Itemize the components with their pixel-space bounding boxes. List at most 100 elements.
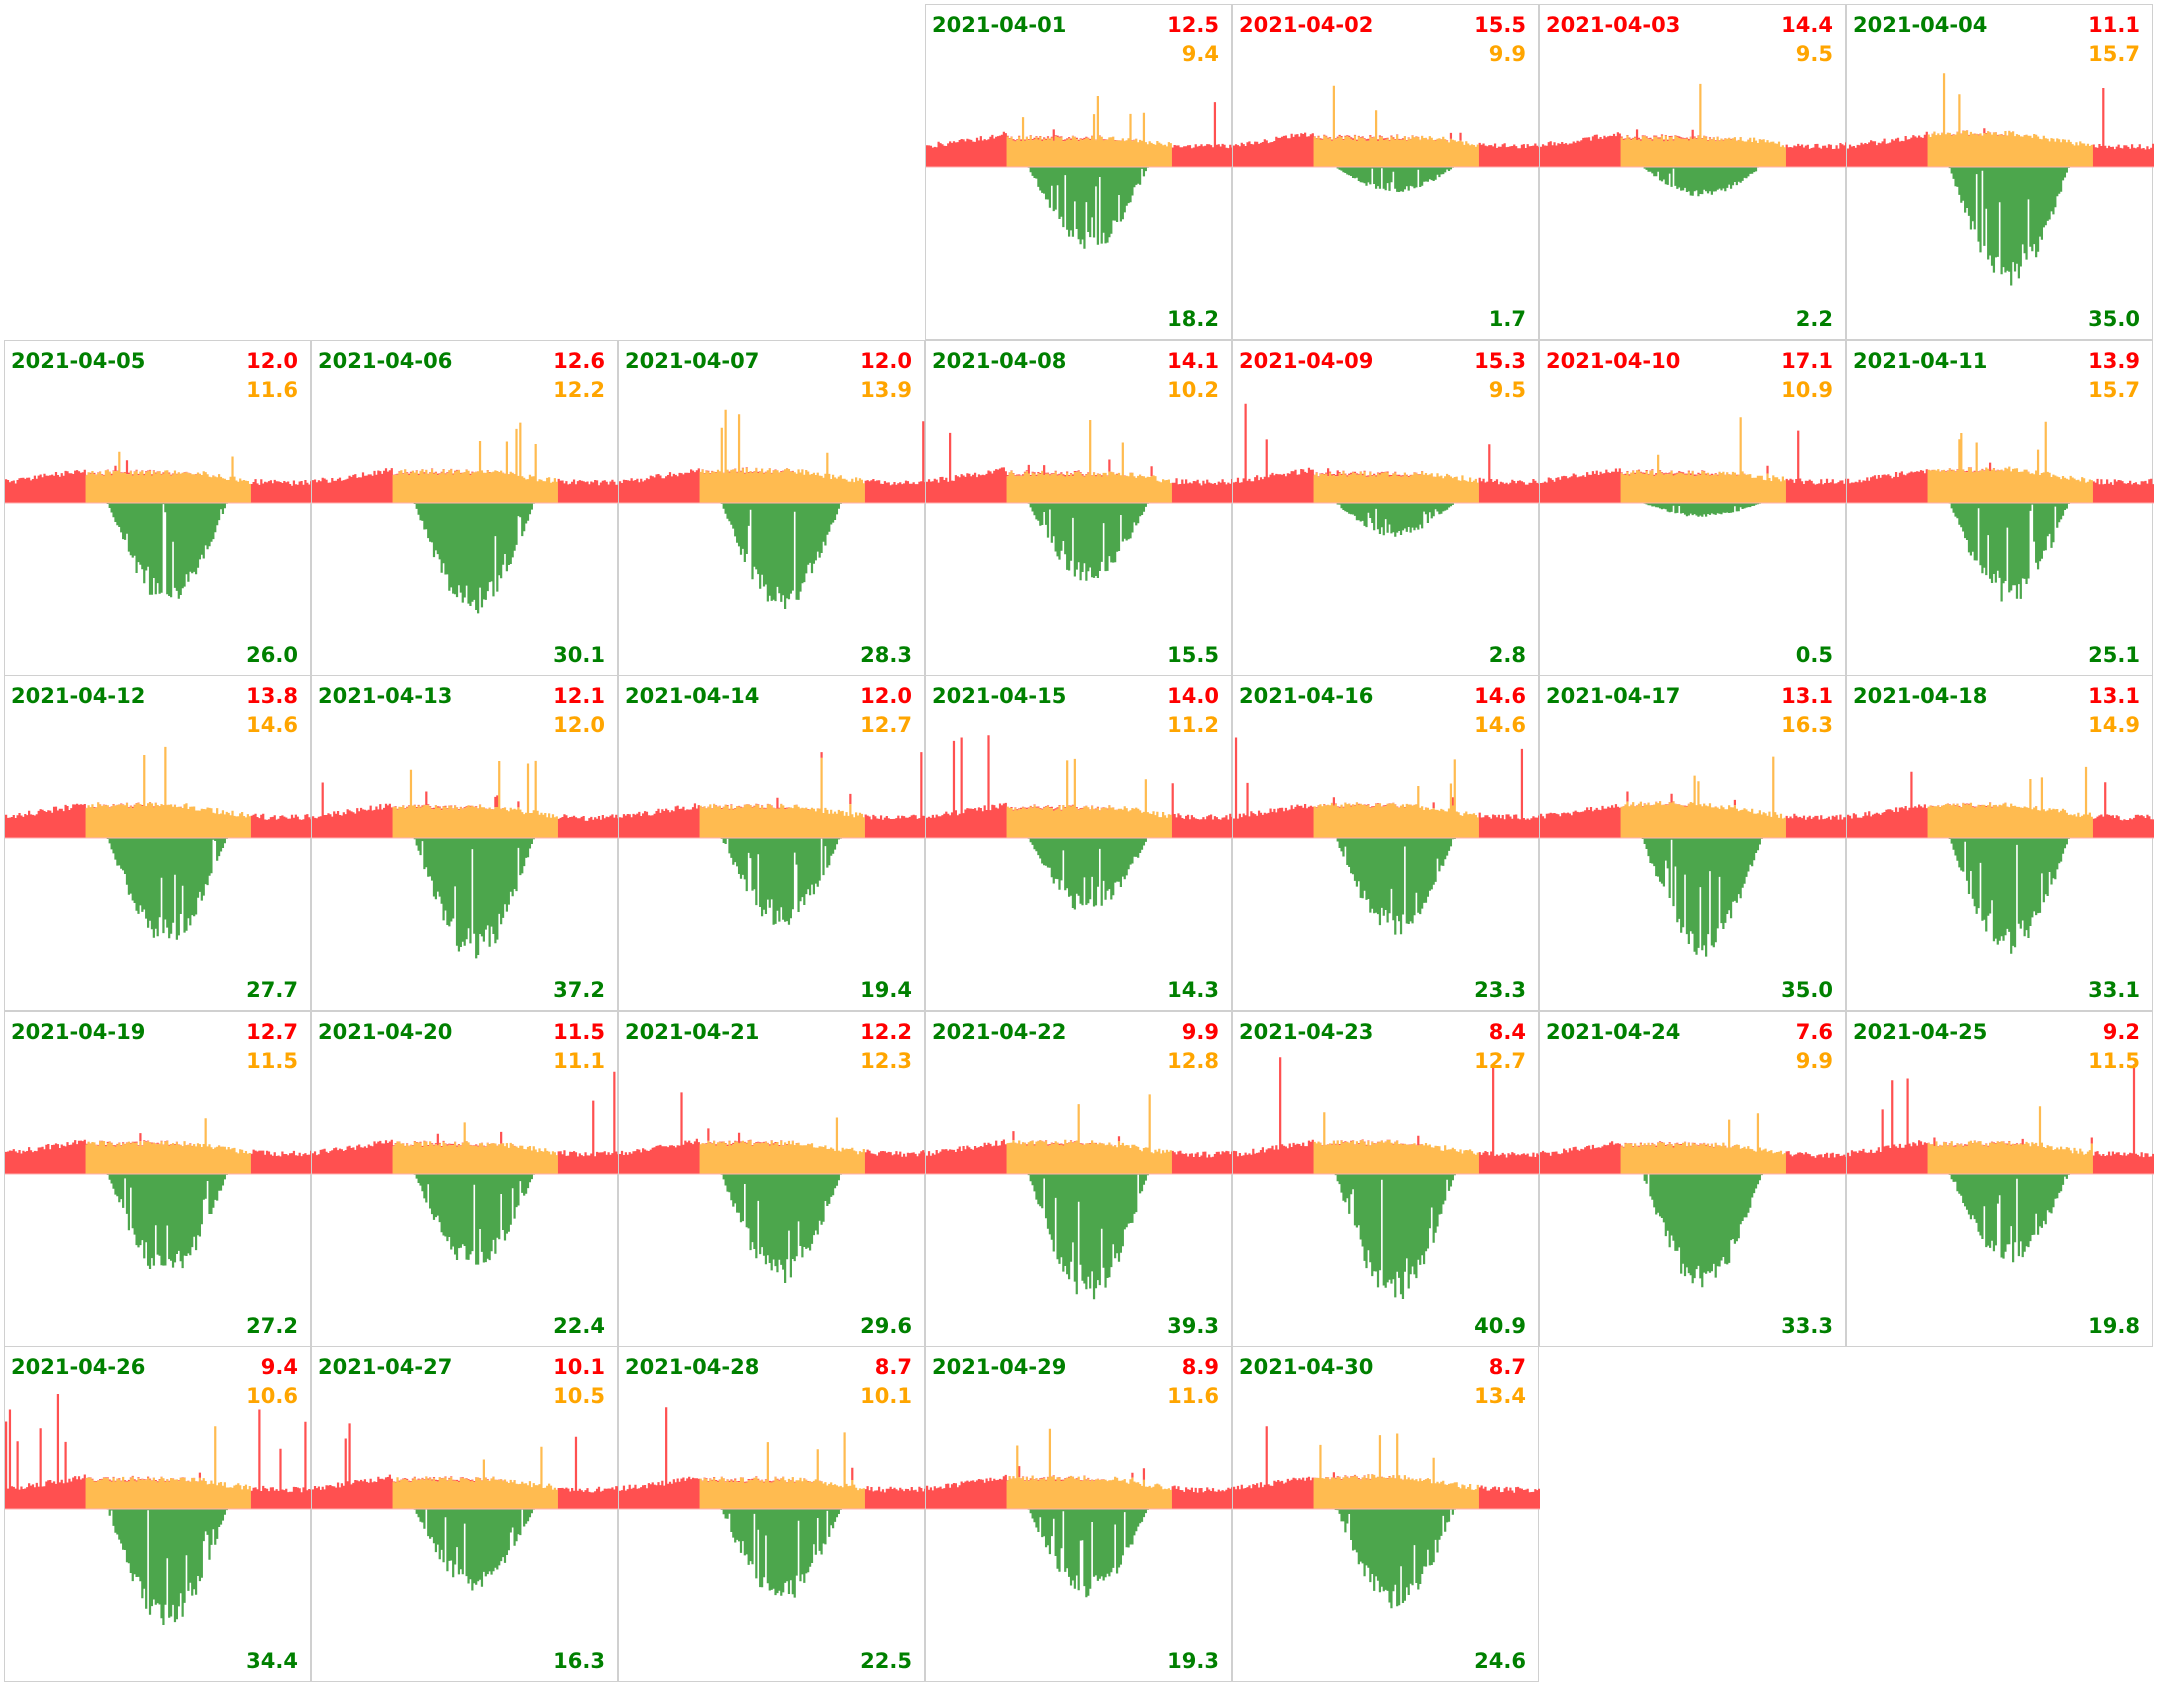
- import-total: 15.5: [1474, 13, 1526, 37]
- day-date-label: 2021-04-12: [11, 684, 146, 709]
- export-total: 39.3: [1167, 1313, 1219, 1338]
- export-total: 18.2: [1167, 307, 1219, 331]
- self-consumption-area: [392, 761, 558, 839]
- self-consumption-total: 14.6: [1474, 713, 1526, 738]
- import-total: 12.5: [1167, 13, 1219, 37]
- export-total: 19.4: [860, 978, 912, 1003]
- day-date-label: 2021-04-06: [318, 348, 453, 373]
- day-chart: [926, 419, 1233, 581]
- day-chart: [926, 735, 1233, 910]
- day-date-label: 2021-04-19: [11, 1019, 146, 1044]
- self-consumption-area: [1620, 1113, 1786, 1174]
- import-total: 13.8: [246, 684, 298, 709]
- export-area: [106, 1509, 228, 1626]
- day-chart: [1233, 1057, 1540, 1299]
- export-area: [720, 1509, 842, 1598]
- import-total: 10.1: [553, 1355, 605, 1380]
- day-cell: 2021-04-13 12.1 12.0 37.2: [311, 675, 619, 1012]
- export-total: 33.3: [1781, 1313, 1833, 1338]
- import-total: 12.0: [860, 684, 912, 709]
- day-cell: 2021-04-25 9.2 11.5 19.8: [1846, 1010, 2154, 1347]
- export-total: 23.3: [1474, 978, 1526, 1003]
- day-cell: 2021-04-01 12.5 9.4 18.2: [925, 4, 1233, 340]
- export-area: [1643, 502, 1761, 517]
- import-total: 15.3: [1474, 348, 1526, 373]
- day-date-label: 2021-04-22: [932, 1019, 1067, 1044]
- day-chart: [1233, 1426, 1540, 1609]
- export-area: [1948, 166, 2070, 286]
- day-cell: 2021-04-10 17.1 10.9 0.5: [1539, 339, 1847, 676]
- export-area: [106, 838, 228, 940]
- day-date-label: 2021-04-28: [625, 1355, 760, 1380]
- export-total: 22.5: [860, 1649, 912, 1674]
- day-date-label: 2021-04-07: [625, 348, 760, 373]
- day-chart: [1233, 85, 1540, 192]
- day-date-label: 2021-04-29: [932, 1355, 1067, 1380]
- self-consumption-area: [1927, 1105, 2093, 1174]
- day-chart: [619, 409, 926, 609]
- export-area: [413, 838, 535, 959]
- day-chart: [619, 1092, 926, 1283]
- import-area: [926, 1466, 1233, 1510]
- export-area: [1334, 1509, 1456, 1609]
- day-date-label: 2021-04-13: [318, 684, 453, 709]
- self-consumption-total: 10.6: [246, 1384, 298, 1409]
- day-cell: 2021-04-21 12.2 12.3 29.6: [618, 1010, 926, 1347]
- export-area: [1948, 502, 2070, 602]
- day-date-label: 2021-04-14: [625, 684, 760, 709]
- day-date-label: 2021-04-08: [932, 348, 1067, 373]
- self-consumption-total: 10.1: [860, 1384, 912, 1409]
- day-cell: 2021-04-26 9.4 10.6 34.4: [4, 1346, 312, 1683]
- import-area: [1540, 430, 1847, 503]
- self-consumption-total: 9.9: [1795, 1048, 1833, 1073]
- import-area: [5, 1132, 312, 1174]
- day-cell: 2021-04-28 8.7 10.1 22.5: [618, 1346, 926, 1683]
- export-total: 27.2: [246, 1313, 298, 1338]
- self-consumption-area: [1006, 759, 1172, 839]
- day-chart: [1540, 83, 1847, 197]
- self-consumption-area: [1927, 421, 2093, 503]
- self-consumption-area: [392, 1447, 558, 1510]
- self-consumption-total: 11.2: [1167, 713, 1219, 738]
- day-cell: 2021-04-03 14.4 9.5 2.2: [1539, 4, 1847, 340]
- import-area: [1233, 737, 1540, 839]
- day-cell: 2021-04-20 11.5 11.1 22.4: [311, 1010, 619, 1347]
- import-area: [1847, 88, 2154, 167]
- day-chart: [312, 761, 619, 959]
- export-area: [1948, 1173, 2070, 1262]
- self-consumption-area: [1313, 85, 1479, 167]
- self-consumption-area: [1006, 1429, 1172, 1510]
- self-consumption-total: 11.5: [246, 1048, 298, 1073]
- export-total: 1.7: [1488, 307, 1526, 331]
- self-consumption-area: [1006, 96, 1172, 167]
- day-chart: [1233, 737, 1540, 935]
- import-area: [1233, 1057, 1540, 1174]
- export-total: 37.2: [553, 978, 605, 1003]
- self-consumption-area: [699, 1432, 865, 1510]
- day-chart: [619, 1407, 926, 1598]
- export-area: [1336, 167, 1454, 192]
- import-area: [1847, 1064, 2154, 1174]
- day-date-label: 2021-04-02: [1239, 13, 1374, 37]
- self-consumption-total: 12.8: [1167, 1048, 1219, 1073]
- export-area: [413, 1509, 535, 1591]
- import-area: [1540, 129, 1847, 167]
- export-total: 14.3: [1167, 978, 1219, 1003]
- import-area: [5, 802, 312, 839]
- self-consumption-total: 10.2: [1167, 377, 1219, 402]
- self-consumption-total: 14.6: [246, 713, 298, 738]
- export-area: [413, 1173, 535, 1265]
- day-date-label: 2021-04-03: [1546, 13, 1681, 37]
- import-total: 14.4: [1781, 13, 1833, 37]
- import-area: [312, 782, 619, 839]
- import-total: 13.1: [1781, 684, 1833, 709]
- export-area: [1027, 167, 1149, 249]
- export-area: [1641, 838, 1763, 957]
- self-consumption-area: [85, 747, 251, 839]
- export-total: 15.5: [1167, 642, 1219, 667]
- import-total: 12.1: [553, 684, 605, 709]
- day-date-label: 2021-04-17: [1546, 684, 1681, 709]
- day-date-label: 2021-04-24: [1546, 1019, 1681, 1044]
- export-area: [720, 838, 842, 925]
- day-cell: 2021-04-19 12.7 11.5 27.2: [4, 1010, 312, 1347]
